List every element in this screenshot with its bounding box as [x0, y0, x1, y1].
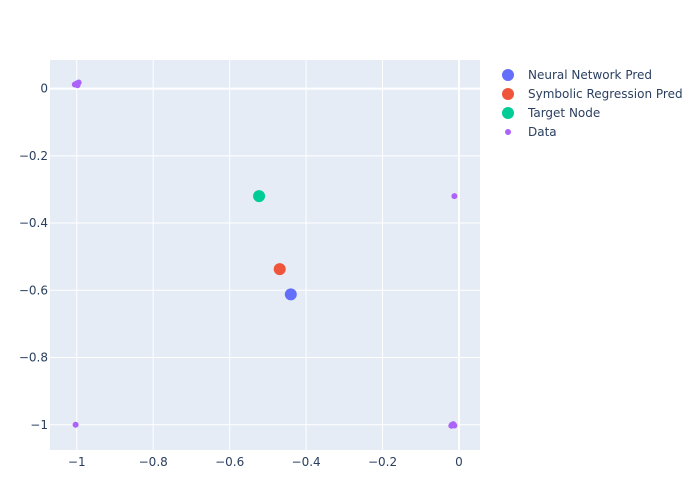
legend-label: Data: [528, 125, 557, 139]
legend[interactable]: Neural Network Pred Symbolic Regression P…: [502, 68, 683, 139]
x-tick-label: 0: [455, 455, 463, 469]
legend-item[interactable]: Neural Network Pred: [502, 68, 652, 82]
data-point: [73, 80, 80, 87]
x-tick-label: −0.8: [139, 455, 168, 469]
legend-item[interactable]: Data: [505, 125, 557, 139]
legend-marker: [502, 107, 514, 119]
legend-marker: [502, 88, 514, 100]
y-tick-label: −1: [30, 418, 48, 432]
y-axis-tick-labels: 0 −0.2 −0.4 −0.6 −0.8 −1: [19, 82, 48, 432]
y-tick-label: 0: [40, 82, 48, 96]
plot-area: [50, 60, 480, 450]
y-tick-label: −0.6: [19, 283, 48, 297]
data-point: [284, 288, 297, 301]
data-point: [273, 263, 286, 276]
y-tick-label: −0.8: [19, 351, 48, 365]
y-tick-label: −0.2: [19, 149, 48, 163]
x-tick-label: −1: [68, 455, 86, 469]
data-point: [72, 421, 79, 428]
data-point: [451, 193, 458, 200]
legend-label: Target Node: [527, 106, 600, 120]
legend-marker: [502, 69, 514, 81]
data-point: [448, 422, 455, 429]
y-tick-label: −0.4: [19, 216, 48, 230]
legend-label: Neural Network Pred: [528, 68, 652, 82]
legend-item[interactable]: Target Node: [502, 106, 600, 120]
data-point: [253, 190, 266, 203]
legend-item[interactable]: Symbolic Regression Pred: [502, 87, 683, 101]
x-axis-tick-labels: −1 −0.8 −0.6 −0.4 −0.2 0: [68, 455, 463, 469]
x-tick-label: −0.6: [215, 455, 244, 469]
legend-marker: [505, 129, 511, 135]
grid: [50, 60, 480, 450]
zero-lines: [50, 60, 480, 450]
data-points: [71, 79, 458, 429]
legend-label: Symbolic Regression Pred: [528, 87, 683, 101]
x-tick-label: −0.4: [292, 455, 321, 469]
x-tick-label: −0.2: [368, 455, 397, 469]
